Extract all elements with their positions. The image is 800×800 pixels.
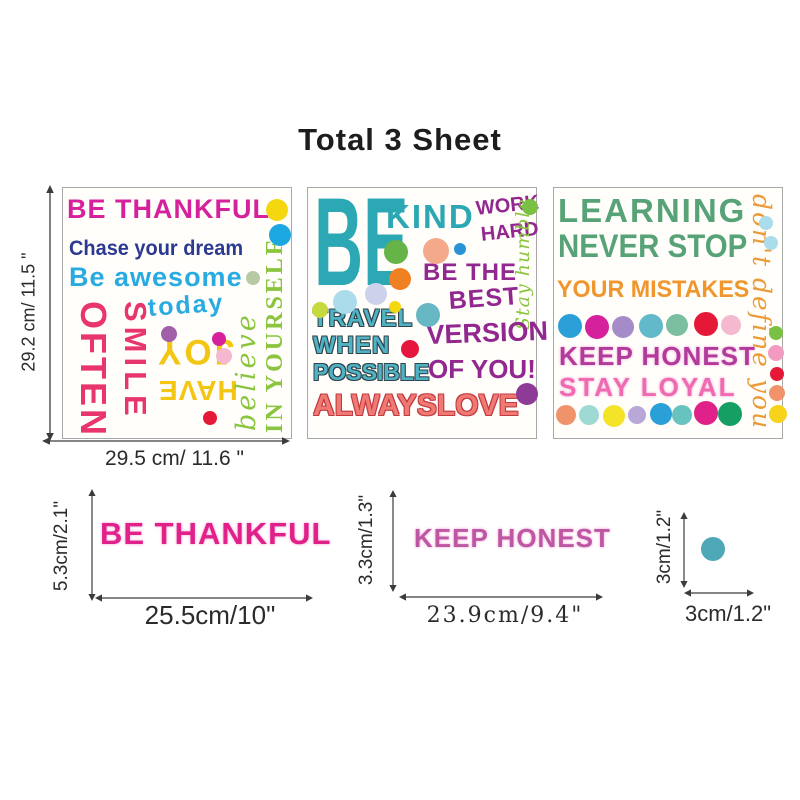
sticker-dot: [333, 290, 357, 314]
sticker-dot: [269, 224, 291, 246]
sticker-dot: [768, 345, 784, 361]
sticker-dot: [579, 405, 599, 425]
sticker-dot: [759, 216, 773, 230]
dimension-arrow-sheet-height: [46, 185, 54, 441]
sticker-word: HAVE: [158, 375, 238, 406]
sticker-sheet-1: BE THANKFUL Chase your dream Be awesome tod…: [62, 187, 292, 439]
sticker-dot: [454, 243, 466, 255]
sticker-word: KEEP HONEST: [414, 523, 611, 553]
sticker-dot: [721, 315, 741, 335]
sticker-word: LEARNING: [558, 192, 747, 229]
sticker-dot: [212, 332, 226, 346]
sticker-dot: [416, 303, 440, 327]
sticker-dot: [558, 314, 582, 338]
sticker-word: POSSIBLE: [313, 359, 430, 385]
bethankful-height-label: 5.3cm/2.1": [51, 500, 72, 592]
sticker-dot: [246, 271, 260, 285]
sticker-word: BE THE: [423, 259, 518, 286]
dot-width-label: 3cm/1.2": [684, 601, 772, 626]
sticker-word: VERSION: [425, 315, 549, 350]
sticker-word: OFTEN: [73, 301, 114, 438]
dot-height-label: 3cm/1.2": [654, 509, 675, 585]
sticker-word: OF YOU!: [428, 354, 536, 384]
sticker-dot: [666, 314, 688, 336]
keephonest-height-label: 3.3cm/1.3": [356, 494, 377, 586]
sticker-word: Be awesome: [69, 262, 243, 292]
dimension-arrow-keephonest-height: [389, 490, 397, 592]
sticker-word: YOUR MISTAKES: [557, 276, 750, 303]
sticker-dot: [769, 385, 785, 401]
keephonest-width-label: 23.9cm/9.4": [426, 603, 584, 628]
sticker-dot: [266, 199, 288, 221]
sticker-dot: [694, 401, 718, 425]
sticker-sheet-2: BE KIND WORK HARD Stay humble BE THE BEST VERSI…: [307, 180, 548, 439]
sticker-word: KIND: [386, 198, 475, 235]
sticker-word: BEST: [447, 282, 521, 315]
sticker-dot: [516, 383, 538, 405]
sticker-dot: [612, 316, 634, 338]
sticker-dot: [203, 411, 217, 425]
dimension-arrow-dot-height: [680, 512, 688, 588]
sticker-dot: [365, 283, 387, 305]
sticker-word: IN YOURSELF: [262, 237, 288, 433]
sticker-word: WHEN: [313, 332, 391, 359]
sticker-dot: [312, 302, 328, 318]
sticker-word: ALWAYSLOVE: [313, 389, 519, 422]
sticker-dot: [769, 326, 783, 340]
page-title: Total 3 Sheet: [298, 122, 502, 157]
dimension-arrow-bethankful-height: [88, 489, 96, 601]
sticker-word: SMILE: [118, 301, 153, 421]
sticker-dot: [389, 268, 411, 290]
sheet-width-label: 29.5 cm/ 11.6 ": [105, 447, 244, 470]
sticker-dot: [770, 367, 784, 381]
sticker-dot: [694, 312, 718, 336]
sticker-dot: [701, 537, 725, 561]
sticker-dot: [764, 236, 778, 250]
sticker-dot: [672, 405, 692, 425]
sticker-dot: [628, 406, 646, 424]
sticker-word: BE THANKFUL: [67, 194, 270, 224]
bethankful-width-label: 25.5cm/10": [144, 600, 276, 630]
sticker-word: STAY LOYAL: [559, 372, 737, 402]
sticker-dot: [389, 301, 401, 313]
sticker-word: Chase your dream: [69, 237, 244, 260]
sheet-height-label: 29.2 cm/ 11.5 ": [18, 252, 39, 372]
sticker-word: today: [146, 288, 226, 322]
sticker-dot: [603, 405, 625, 427]
dimension-arrow-dot-width: [684, 589, 754, 597]
sticker-dot: [401, 340, 419, 358]
sticker-dot: [384, 240, 408, 264]
sticker-word: NEVER STOP: [558, 228, 748, 264]
sticker-dot: [423, 238, 449, 264]
sticker-dot: [585, 315, 609, 339]
sticker-dot: [161, 326, 177, 342]
sticker-dot: [639, 314, 663, 338]
sticker-dot: [650, 403, 672, 425]
sticker-dot: [522, 199, 538, 215]
dimension-arrow-sheet-width: [42, 437, 290, 445]
sticker-word: believe: [231, 312, 262, 431]
sticker-word: KEEP HONEST: [559, 341, 756, 371]
sticker-dot: [769, 405, 787, 423]
dimension-arrow-keephonest-width: [399, 593, 603, 601]
sticker-dot: [718, 402, 742, 426]
sticker-word: BE THANKFUL: [100, 516, 332, 551]
sticker-dot: [556, 405, 576, 425]
dimension-arrow-bethankful-width: [95, 594, 313, 602]
sticker-dot: [216, 348, 232, 364]
sticker-sheet-3: LEARNING NEVER STOP don't define you YOUR M…: [553, 187, 787, 439]
